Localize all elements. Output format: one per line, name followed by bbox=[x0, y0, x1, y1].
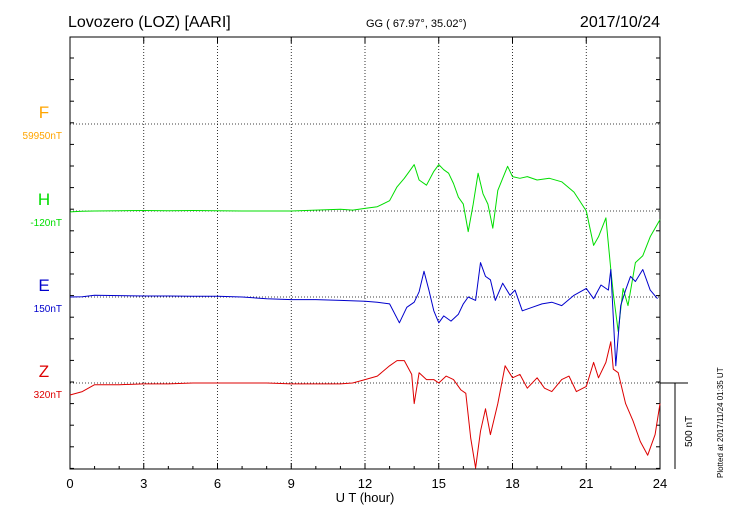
x-tick-label: 0 bbox=[66, 476, 73, 491]
grid bbox=[70, 37, 660, 469]
channel-labels: F 59950nT H -120nT E 150nT Z 320nT bbox=[23, 103, 62, 401]
channel-baseline-h: -120nT bbox=[30, 218, 62, 229]
x-tick-label: 15 bbox=[432, 476, 446, 491]
channel-baseline-z: 320nT bbox=[34, 390, 62, 401]
series-line-e bbox=[69, 262, 658, 367]
channel-baseline-e: 150nT bbox=[34, 304, 62, 315]
station-title: Lovozero (LOZ) [AARI] bbox=[68, 14, 231, 31]
x-tick-label: 18 bbox=[505, 476, 519, 491]
scale-bar-label: 500 nT bbox=[684, 416, 695, 447]
series-group bbox=[69, 164, 661, 469]
channel-name-h: H bbox=[38, 190, 50, 209]
x-tick-label: 12 bbox=[358, 476, 372, 491]
series-line-h bbox=[69, 164, 661, 332]
date-label: 2017/10/24 bbox=[580, 14, 660, 31]
x-tick-label: 24 bbox=[653, 476, 667, 491]
channel-name-f: F bbox=[39, 103, 49, 122]
channel-name-z: Z bbox=[39, 362, 49, 381]
series-line-z bbox=[69, 341, 661, 469]
channel-baseline-f: 59950nT bbox=[23, 131, 62, 142]
x-axis-label: U T (hour) bbox=[336, 490, 395, 505]
plot-credit: Plotted at 2017/11/24 01:35 UT bbox=[716, 367, 725, 478]
coordinates-subtitle: GG ( 67.97°, 35.02°) bbox=[366, 18, 467, 30]
x-tick-label: 6 bbox=[214, 476, 221, 491]
x-axis: 0 3 6 9 12 15 18 21 24 bbox=[66, 37, 667, 491]
x-tick-label: 21 bbox=[579, 476, 593, 491]
x-tick-label: 9 bbox=[288, 476, 295, 491]
x-tick-label: 3 bbox=[140, 476, 147, 491]
channel-name-e: E bbox=[38, 276, 49, 295]
